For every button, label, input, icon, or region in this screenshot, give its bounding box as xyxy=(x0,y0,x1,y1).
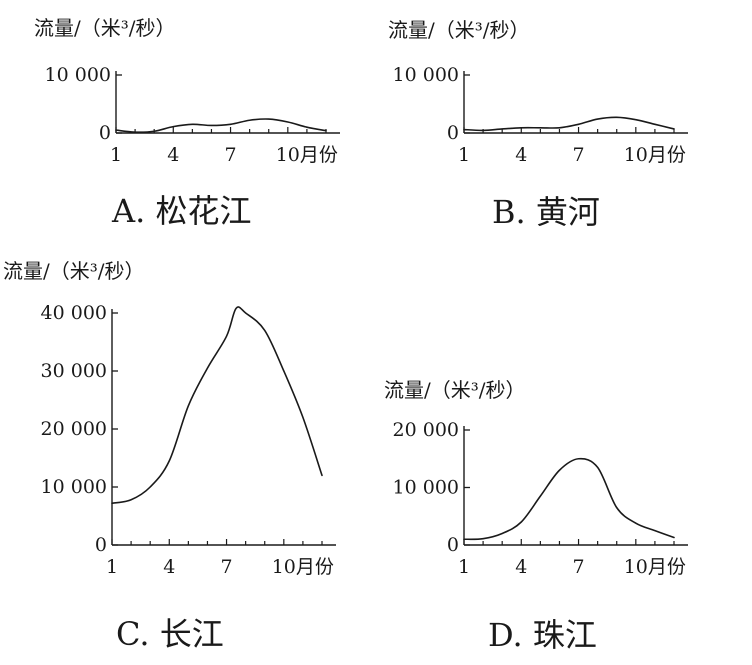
x-tick-label: 1 xyxy=(106,556,118,578)
chart-svg: 流量/（米³/秒） 0 10 000 20 000 1 4 7 10 月份 D. 珠江 xyxy=(384,378,688,654)
chart-svg: 流量/（米³/秒） 0 10 000 1 4 7 10 月份 B. 黄河 xyxy=(388,18,688,231)
y-axis-label: 流量/（米³/秒） xyxy=(3,259,145,283)
chart-songhua-river: 流量/（米³/秒） 0 10 000 1 4 7 10 月份 A. 松花江 xyxy=(0,0,376,240)
y-tick-label: 20 000 xyxy=(393,419,459,441)
y-axis-label: 流量/（米³/秒） xyxy=(34,16,176,40)
chart-svg: 流量/（米³/秒） 0 10 000 20 000 30 000 40 000 1 4 7 10 月… xyxy=(3,259,336,653)
y-tick-label: 10 000 xyxy=(393,477,459,499)
y-axis-label: 流量/（米³/秒） xyxy=(384,378,526,402)
y-axis-label: 流量/（米³/秒） xyxy=(388,18,530,42)
x-axis-label: 月份 xyxy=(296,556,334,578)
x-tick-label: 10 xyxy=(624,144,648,166)
x-tick-label: 1 xyxy=(458,556,470,578)
chart-yangtze-river: 流量/（米³/秒） 0 10 000 20 000 30 000 40 000 1 4 7 10 月… xyxy=(0,240,376,661)
chart-svg: 流量/（米³/秒） 0 10 000 1 4 7 10 月份 A. 松花江 xyxy=(34,16,340,230)
y-tick-label: 10 000 xyxy=(393,64,459,86)
y-tick-label: 0 xyxy=(99,122,111,144)
x-tick-label: 7 xyxy=(220,556,232,578)
x-tick-label: 4 xyxy=(515,144,527,166)
x-tick-label: 10 xyxy=(624,556,648,578)
x-axis-label: 月份 xyxy=(648,144,686,166)
flow-series-line xyxy=(463,116,675,132)
y-tick-label: 40 000 xyxy=(41,302,107,324)
y-tick-label: 0 xyxy=(447,122,459,144)
chart-pearl-river: 流量/（米³/秒） 0 10 000 20 000 1 4 7 10 月份 D. 珠江 xyxy=(376,240,752,661)
x-tick-label: 4 xyxy=(163,556,175,578)
flow-series-line xyxy=(111,306,323,505)
x-axis-label: 月份 xyxy=(648,556,686,578)
x-tick-label: 4 xyxy=(167,144,179,166)
y-tick-label: 10 000 xyxy=(45,64,111,86)
x-tick-label: 7 xyxy=(224,144,236,166)
chart-caption: D. 珠江 xyxy=(488,616,597,654)
y-tick-label: 30 000 xyxy=(41,360,107,382)
chart-caption: A. 松花江 xyxy=(111,192,251,230)
x-tick-label: 1 xyxy=(458,144,470,166)
y-tick-label: 10 000 xyxy=(41,476,107,498)
x-tick-label: 4 xyxy=(515,556,527,578)
chart-caption: B. 黄河 xyxy=(492,193,600,231)
x-tick-label: 1 xyxy=(110,144,122,166)
y-tick-label: 0 xyxy=(95,534,107,556)
x-tick-label: 7 xyxy=(572,144,584,166)
y-tick-label: 0 xyxy=(447,534,459,556)
y-tick-label: 20 000 xyxy=(41,418,107,440)
x-axis-label: 月份 xyxy=(300,144,338,166)
chart-caption: C. 长江 xyxy=(116,615,224,653)
chart-yellow-river: 流量/（米³/秒） 0 10 000 1 4 7 10 月份 B. 黄河 xyxy=(376,0,752,240)
x-tick-label: 7 xyxy=(572,556,584,578)
flow-series-line xyxy=(115,118,327,134)
x-tick-label: 10 xyxy=(276,144,300,166)
flow-series-line xyxy=(463,457,675,541)
x-tick-label: 10 xyxy=(272,556,296,578)
